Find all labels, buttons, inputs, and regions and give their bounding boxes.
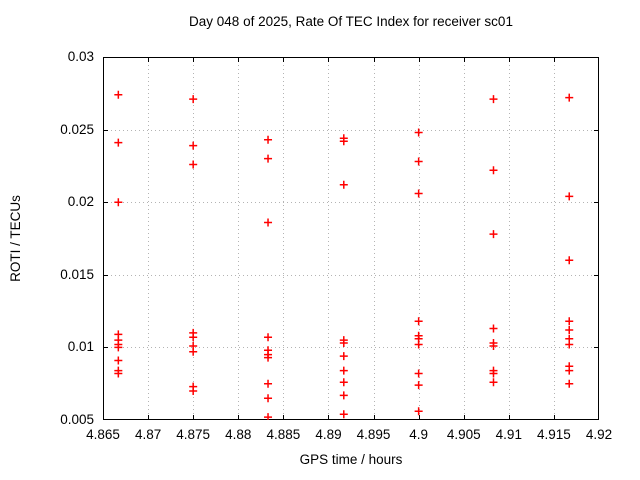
data-point-marker bbox=[565, 340, 574, 349]
data-point-marker bbox=[565, 93, 574, 102]
data-point-marker bbox=[489, 166, 498, 175]
data-point-marker bbox=[565, 325, 574, 334]
data-point-marker bbox=[114, 138, 123, 147]
y-tick-label: 0.005 bbox=[60, 412, 94, 427]
x-tick-label: 4.88 bbox=[225, 427, 252, 442]
data-point-marker bbox=[339, 391, 348, 400]
data-point-marker bbox=[264, 394, 273, 403]
x-tick-label: 4.885 bbox=[266, 427, 301, 442]
x-tick-label: 4.91 bbox=[495, 427, 522, 442]
data-point-marker bbox=[489, 324, 498, 333]
data-point-marker bbox=[489, 378, 498, 387]
data-point-marker bbox=[264, 413, 273, 420]
data-point-marker bbox=[264, 154, 273, 163]
data-point-marker bbox=[339, 180, 348, 189]
data-point-marker bbox=[414, 189, 423, 198]
data-point-marker bbox=[414, 369, 423, 378]
x-tick-label: 4.875 bbox=[176, 427, 211, 442]
data-point-marker bbox=[114, 343, 123, 352]
data-point-marker bbox=[339, 410, 348, 419]
data-point-marker bbox=[414, 317, 423, 326]
x-tick-label: 4.92 bbox=[585, 427, 613, 442]
data-point-marker bbox=[414, 407, 423, 416]
data-point-marker bbox=[114, 369, 123, 378]
data-point-marker bbox=[565, 192, 574, 201]
data-point-marker bbox=[565, 256, 574, 265]
data-point-marker bbox=[189, 347, 198, 356]
data-point-marker bbox=[489, 230, 498, 239]
data-point-marker bbox=[189, 386, 198, 395]
data-point-marker bbox=[489, 95, 498, 104]
data-point-marker bbox=[489, 341, 498, 350]
data-point-marker bbox=[189, 160, 198, 169]
y-tick-label: 0.03 bbox=[67, 49, 94, 64]
data-point-marker bbox=[114, 90, 123, 99]
data-point-marker bbox=[339, 339, 348, 348]
chart-title: Day 048 of 2025, Rate Of TEC Index for r… bbox=[189, 14, 513, 29]
data-point-marker bbox=[264, 353, 273, 362]
x-tick-label: 4.905 bbox=[446, 427, 481, 442]
data-point-marker bbox=[264, 135, 273, 144]
plot-border bbox=[103, 57, 599, 420]
data-point-marker bbox=[565, 366, 574, 375]
data-point-marker bbox=[414, 340, 423, 349]
plot-area bbox=[103, 57, 599, 420]
data-point-marker bbox=[339, 378, 348, 387]
data-point-marker bbox=[189, 333, 198, 342]
data-point-marker bbox=[264, 379, 273, 388]
data-point-marker bbox=[264, 333, 273, 342]
y-tick-label: 0.01 bbox=[67, 339, 94, 355]
x-axis-title: GPS time / hours bbox=[299, 452, 403, 467]
data-point-marker bbox=[264, 218, 273, 227]
x-tick-label: 4.895 bbox=[356, 427, 391, 442]
x-tick-label: 4.915 bbox=[537, 427, 571, 442]
scatter-plot bbox=[103, 57, 599, 420]
y-tick-label: 0.025 bbox=[60, 121, 94, 137]
data-point-marker bbox=[189, 141, 198, 150]
data-point-marker bbox=[565, 379, 574, 388]
data-point-marker bbox=[189, 95, 198, 104]
y-tick-label: 0.015 bbox=[60, 266, 94, 282]
data-point-marker bbox=[414, 381, 423, 390]
data-point-marker bbox=[114, 356, 123, 365]
x-tick-label: 4.89 bbox=[315, 427, 342, 442]
x-tick-label: 4.865 bbox=[86, 427, 120, 442]
data-point-marker bbox=[565, 317, 574, 326]
data-point-marker bbox=[339, 352, 348, 361]
y-tick-label: 0.02 bbox=[67, 194, 94, 210]
y-axis-title-wrap: ROTI / TECUs bbox=[2, 57, 28, 420]
data-point-marker bbox=[114, 198, 123, 207]
x-tick-label: 4.9 bbox=[409, 427, 429, 442]
data-point-marker bbox=[414, 157, 423, 166]
data-point-marker bbox=[339, 366, 348, 375]
data-point-marker bbox=[414, 128, 423, 137]
data-point-marker bbox=[489, 369, 498, 378]
x-tick-label: 4.87 bbox=[134, 427, 162, 442]
data-point-marker bbox=[339, 137, 348, 146]
